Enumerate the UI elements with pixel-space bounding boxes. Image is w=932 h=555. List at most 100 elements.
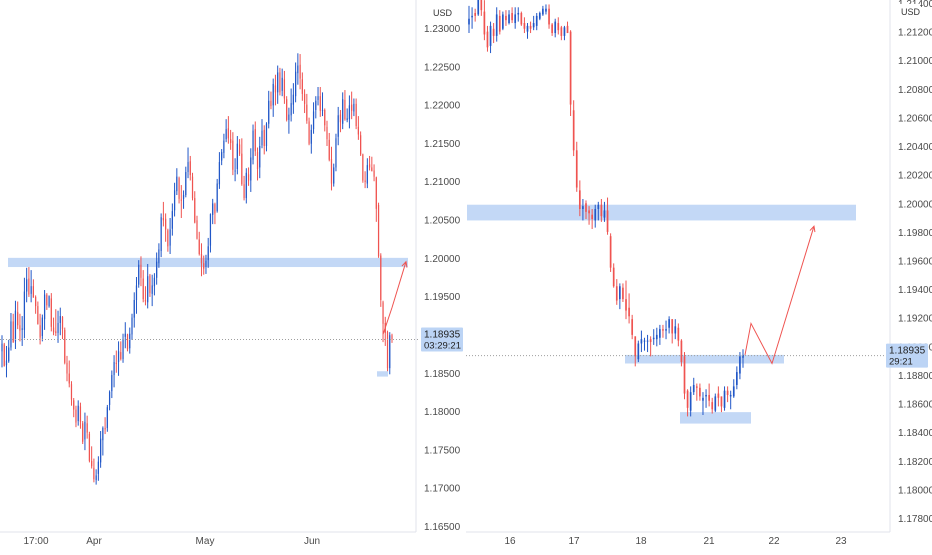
left-projection-line[interactable] [382,261,407,335]
right-candle [711,402,714,410]
left-candle [178,178,180,199]
left-candle [218,162,221,185]
right-candle [742,354,744,358]
left-candle [129,333,131,349]
left-candle [368,164,371,168]
right-candle [680,340,683,363]
left-candle [357,126,359,135]
right-candle [652,337,655,340]
left-candle [308,121,310,144]
left-y-tick-label: 1.22000 [424,101,461,112]
left-candle [391,335,393,340]
left-candle [348,105,351,120]
right-candle [732,386,735,397]
left-candle [306,104,308,121]
left-candle [86,423,88,433]
right-projection-line[interactable] [744,226,815,365]
left-candle [37,306,39,325]
right-x-tick-label: 17 [568,536,580,547]
right-candle [597,204,600,209]
left-candle [12,321,14,343]
left-candle [326,126,328,140]
right-candle [548,8,550,25]
right-candle [659,329,661,338]
left-candle [198,239,200,255]
left-candle [115,362,117,364]
left-candle [95,475,97,481]
right-candle [495,14,498,36]
left-candle [108,391,111,405]
right-candle [705,394,707,397]
left-candle [100,438,102,463]
right-candle [689,392,692,411]
right-candle [615,286,618,301]
left-candle [102,427,104,441]
right-candle [517,13,520,15]
right-candle [486,31,489,48]
left-candle [59,316,61,323]
right-candle [526,25,529,32]
left-candle [5,360,8,366]
left-candle [299,64,301,79]
left-candle [111,375,113,392]
right-candle [468,18,470,25]
right-candle [591,214,593,220]
right-y-tick-label: 1.18800 [898,371,932,382]
right-candle [545,8,547,12]
right-candle [726,390,729,395]
right-resistance-zone[interactable] [467,204,856,221]
right-price-tag[interactable] [886,343,928,368]
right-candle [723,390,726,408]
left-candle [256,152,259,169]
right-chart-panel[interactable]: 1.214001.212001.210001.208001.206001.204… [466,0,932,550]
left-chart[interactable]: 1.23000 1.22500 1.22000 1.21500 1.21000 1.205… [0,0,466,550]
left-price-tag-countdown: 03:29:21 [424,340,461,351]
left-candle [39,325,41,338]
right-candle [671,319,674,334]
left-candle [360,135,362,155]
right-candle [640,339,643,344]
right-candle [683,356,686,394]
right-candle [739,356,741,374]
left-candle [151,285,153,294]
left-entry-zone[interactable] [377,371,388,377]
left-candle [124,333,126,337]
left-candle [35,296,37,307]
left-candle [104,427,106,430]
right-x-tick-label: 16 [504,536,516,547]
left-y-tick-label: 1.23000 [424,24,461,35]
right-candle [646,340,649,342]
left-candle [225,129,227,140]
left-candle [216,183,218,212]
right-candle [474,13,477,16]
left-candle [254,129,256,152]
right-candle [655,334,658,340]
left-candle [382,302,384,324]
left-candle [288,114,290,120]
right-low-zone[interactable] [680,412,751,424]
left-price-tag[interactable] [421,327,463,352]
right-candle [585,203,587,212]
right-candle [538,13,541,19]
right-x-tick-label: 18 [635,536,647,547]
left-candle [131,317,133,335]
left-candle [295,71,297,97]
left-candle [68,373,70,384]
left-candle [346,118,348,120]
right-candle [508,14,510,24]
left-candle [176,176,178,192]
right-candle [634,336,637,357]
right-candle [609,236,612,268]
left-candle [162,218,164,221]
left-candle [243,184,245,199]
right-projection-arrowhead [809,225,816,233]
left-chart-panel[interactable]: 1.23000 1.22500 1.22000 1.21500 1.21000 1.205… [0,0,466,550]
left-candle [259,145,261,168]
left-x-tick-label: Apr [86,536,102,547]
left-candle [268,100,270,124]
right-chart[interactable]: 1.214001.212001.210001.208001.206001.204… [466,0,932,550]
left-candle [353,103,355,112]
right-support-zone[interactable] [625,354,784,364]
left-candle [366,165,368,184]
left-candle [160,217,162,251]
